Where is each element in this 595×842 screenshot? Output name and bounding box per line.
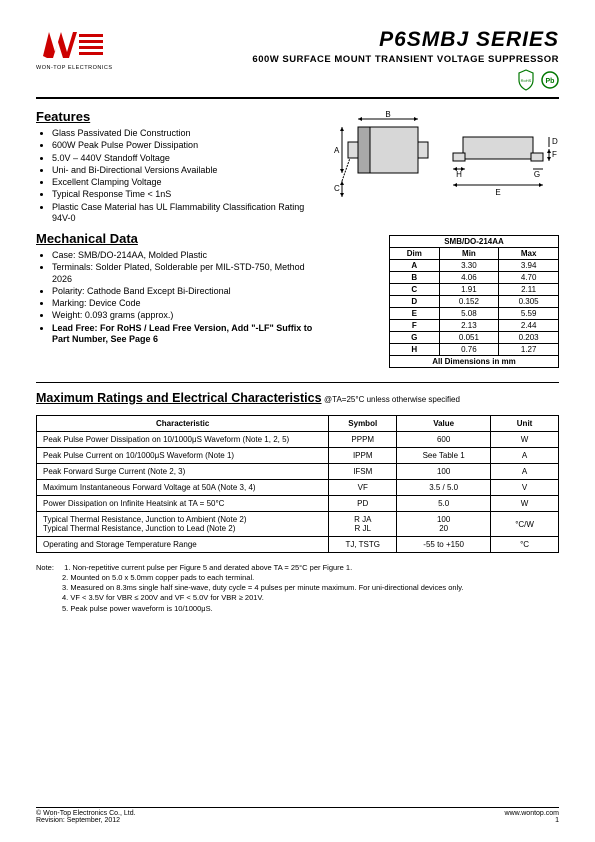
dim-table-footer: All Dimensions in mm	[390, 356, 559, 368]
footer-right: www.wontop.com 1	[505, 810, 559, 824]
svg-text:E: E	[495, 188, 500, 197]
dim-row: H0.761.27	[390, 344, 559, 356]
package-diagram: B A C D F G H	[328, 109, 559, 225]
ratings-col-unit: Unit	[491, 416, 559, 432]
ratings-row: Maximum Instantaneous Forward Voltage at…	[37, 480, 559, 496]
logo-icon	[41, 28, 107, 64]
dim-row: C1.912.11	[390, 284, 559, 296]
svg-text:Pb: Pb	[546, 78, 555, 85]
mech-item: Terminals: Solder Plated, Solderable per…	[52, 262, 318, 285]
ratings-row: Peak Pulse Current on 10/1000μS Waveform…	[37, 448, 559, 464]
dim-row: D0.1520.305	[390, 296, 559, 308]
cert-badges: RoHS Pb	[252, 69, 559, 91]
dim-col-dim: Dim	[390, 248, 440, 260]
dim-table-col: SMB/DO-214AA Dim Min Max A3.303.94 B4.06…	[328, 231, 559, 368]
ratings-col-sym: Symbol	[329, 416, 397, 432]
feature-item: 5.0V – 440V Standoff Voltage	[52, 153, 318, 164]
dim-row: B4.064.70	[390, 272, 559, 284]
header-divider	[36, 97, 559, 99]
mech-row: Mechanical Data Case: SMB/DO-214AA, Mold…	[36, 231, 559, 368]
title-box: P6SMBJ SERIES 600W SURFACE MOUNT TRANSIE…	[252, 28, 559, 91]
dim-table-title: SMB/DO-214AA	[390, 236, 559, 248]
footer-url: www.wontop.com	[505, 810, 559, 817]
note-item: 5. Peak pulse power waveform is 10/1000μ…	[62, 604, 213, 613]
pb-free-icon: Pb	[541, 69, 559, 91]
series-subtitle: 600W SURFACE MOUNT TRANSIENT VOLTAGE SUP…	[252, 54, 559, 65]
ratings-table: Characteristic Symbol Value Unit Peak Pu…	[36, 415, 559, 553]
rohs-icon: RoHS	[517, 69, 535, 91]
dim-row: E5.085.59	[390, 308, 559, 320]
notes-section: Note: 1. Non-repetitive current pulse pe…	[36, 563, 559, 614]
note-item: 1. Non-repetitive current pulse per Figu…	[64, 563, 352, 572]
footer-page: 1	[505, 817, 559, 824]
dim-row: F2.132.44	[390, 320, 559, 332]
ratings-row: Peak Forward Surge Current (Note 2, 3)IF…	[37, 464, 559, 480]
svg-text:B: B	[385, 110, 390, 119]
footer-revision: Revision: September, 2012	[36, 817, 136, 824]
company-name: WON-TOP ELECTRONICS	[36, 65, 113, 71]
package-svg: B A C D F G H	[328, 109, 558, 219]
feature-item: Uni- and Bi-Directional Versions Availab…	[52, 165, 318, 176]
mech-item: Marking: Device Code	[52, 298, 318, 309]
svg-text:F: F	[552, 150, 557, 159]
mech-item: Weight: 0.093 grams (approx.)	[52, 310, 318, 321]
ratings-row: Power Dissipation on Infinite Heatsink a…	[37, 496, 559, 512]
footer-left: © Won-Top Electronics Co., Ltd. Revision…	[36, 810, 136, 824]
company-logo: WON-TOP ELECTRONICS	[36, 28, 113, 71]
ratings-row: Peak Pulse Power Dissipation on 10/1000μ…	[37, 432, 559, 448]
dim-col-max: Max	[499, 248, 559, 260]
svg-text:H: H	[456, 170, 462, 179]
ratings-row: Typical Thermal Resistance, Junction to …	[37, 512, 559, 537]
mech-item: Polarity: Cathode Band Except Bi-Directi…	[52, 286, 318, 297]
features-heading: Features	[36, 109, 318, 124]
dim-row: G0.0510.203	[390, 332, 559, 344]
note-item: 4. VF < 3.5V for VBR ≤ 200V and VF < 5.0…	[62, 593, 264, 602]
ratings-heading: Maximum Ratings and Electrical Character…	[36, 391, 322, 405]
section-divider	[36, 382, 559, 383]
feature-item: Typical Response Time < 1nS	[52, 189, 318, 200]
svg-text:D: D	[552, 137, 558, 146]
feature-item: Plastic Case Material has UL Flammabilit…	[52, 202, 318, 225]
ratings-section: Maximum Ratings and Electrical Character…	[36, 391, 559, 553]
ratings-conditions: @TA=25°C unless otherwise specified	[324, 395, 460, 404]
svg-text:A: A	[334, 146, 340, 155]
svg-text:G: G	[534, 170, 540, 179]
ratings-col-val: Value	[397, 416, 491, 432]
header-row: WON-TOP ELECTRONICS P6SMBJ SERIES 600W S…	[36, 28, 559, 91]
svg-text:C: C	[334, 184, 340, 193]
notes-label: Note:	[36, 563, 62, 573]
features-col: Features Glass Passivated Die Constructi…	[36, 109, 318, 225]
feature-item: Excellent Clamping Voltage	[52, 177, 318, 188]
feature-item: 600W Peak Pulse Power Dissipation	[52, 140, 318, 151]
mech-item: Lead Free: For RoHS / Lead Free Version,…	[52, 323, 318, 346]
dim-table: SMB/DO-214AA Dim Min Max A3.303.94 B4.06…	[389, 235, 559, 368]
svg-text:RoHS: RoHS	[521, 78, 532, 83]
dim-row: A3.303.94	[390, 260, 559, 272]
features-row: Features Glass Passivated Die Constructi…	[36, 109, 559, 225]
dim-col-min: Min	[439, 248, 499, 260]
features-list: Glass Passivated Die Construction 600W P…	[36, 128, 318, 224]
feature-item: Glass Passivated Die Construction	[52, 128, 318, 139]
mech-col: Mechanical Data Case: SMB/DO-214AA, Mold…	[36, 231, 318, 368]
note-item: 2. Mounted on 5.0 x 5.0mm copper pads to…	[62, 573, 254, 582]
ratings-row: Operating and Storage Temperature RangeT…	[37, 537, 559, 553]
mech-heading: Mechanical Data	[36, 231, 318, 246]
mech-item: Case: SMB/DO-214AA, Molded Plastic	[52, 250, 318, 261]
page-footer: © Won-Top Electronics Co., Ltd. Revision…	[36, 807, 559, 824]
mech-list: Case: SMB/DO-214AA, Molded Plastic Termi…	[36, 250, 318, 345]
ratings-col-char: Characteristic	[37, 416, 329, 432]
note-item: 3. Measured on 8.3ms single half sine-wa…	[62, 583, 464, 592]
series-title: P6SMBJ SERIES	[252, 28, 559, 52]
footer-copyright: © Won-Top Electronics Co., Ltd.	[36, 810, 136, 817]
